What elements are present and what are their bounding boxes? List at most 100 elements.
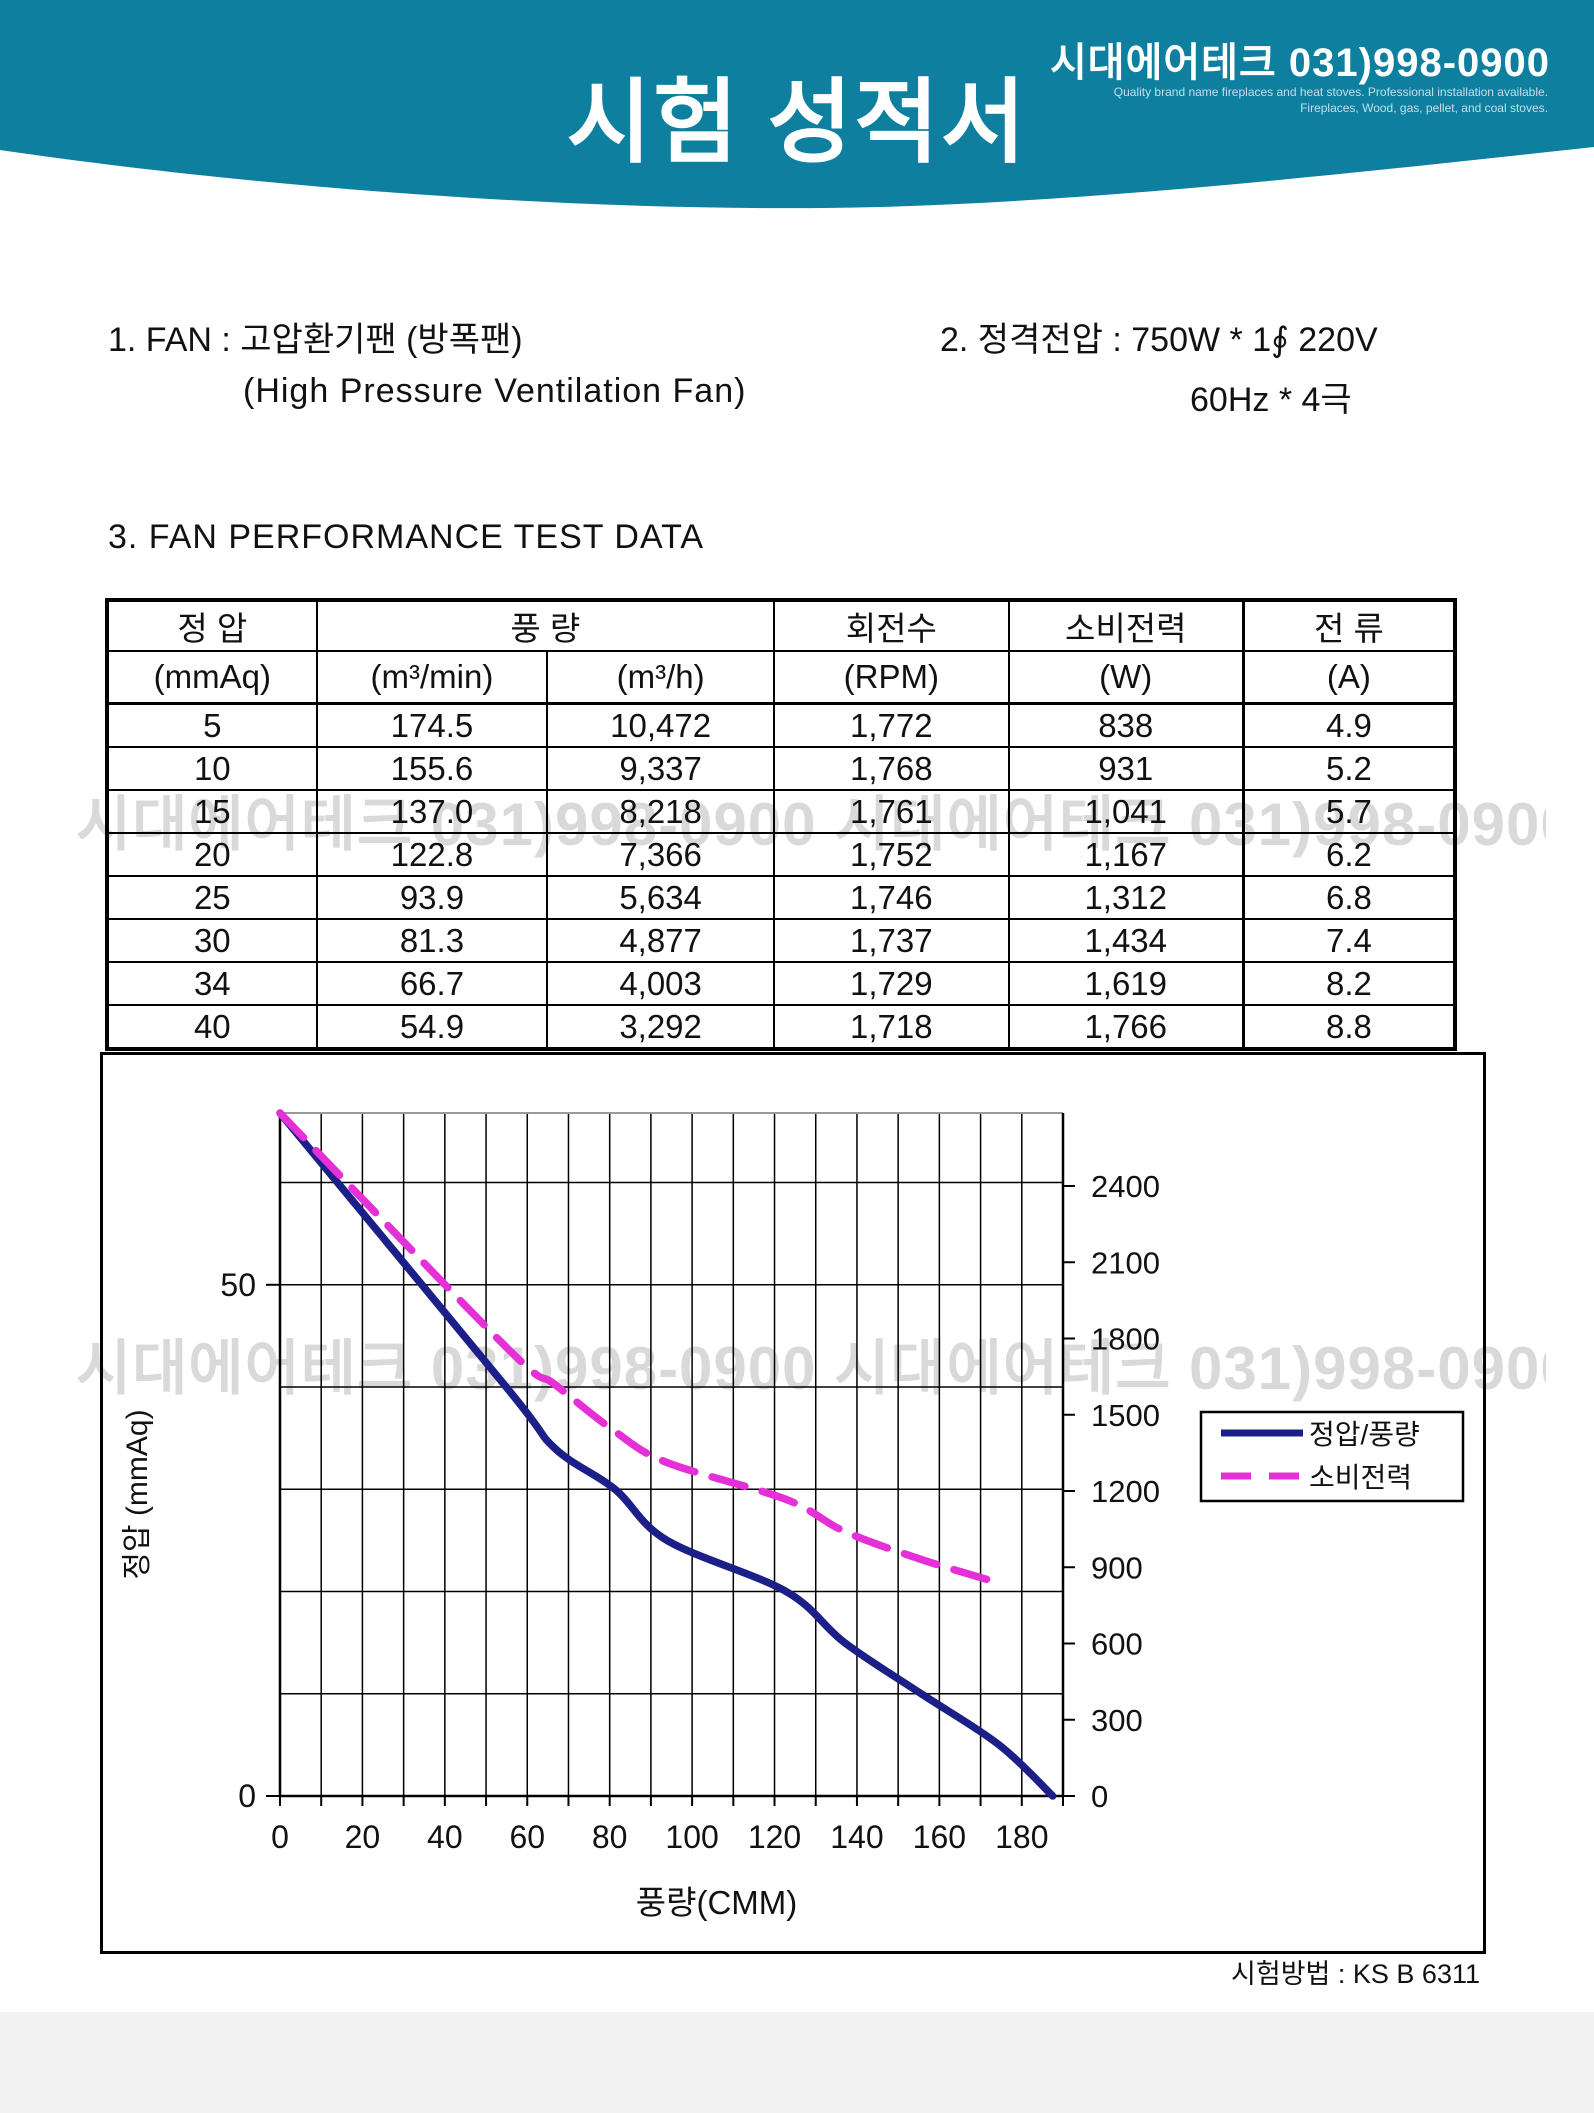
table-row: 30 81.3 4,877 1,737 1,434 7.4: [106, 918, 1456, 963]
table-header-row-1: 정 압 풍 량 회전수 소비전력 전 류: [106, 599, 1456, 652]
table-cell: 5.7: [1241, 789, 1456, 834]
table-row: 20 122.8 7,366 1,752 1,167 6.2: [106, 832, 1456, 877]
table-cell: 1,619: [1007, 961, 1245, 1006]
table-cell: 174.5: [315, 702, 549, 748]
table-cell: 1,746: [772, 875, 1010, 920]
test-method-note: 시험방법 : KS B 6311: [1231, 1959, 1480, 1989]
col-header-power: 소비전력: [1007, 599, 1245, 652]
fan-spec-line1: 1. FAN : 고압환기팬 (방폭팬): [108, 321, 523, 359]
svg-text:600: 600: [1091, 1627, 1143, 1662]
table-cell: 34: [106, 961, 318, 1006]
table-cell: 1,729: [772, 961, 1010, 1006]
svg-text:300: 300: [1091, 1703, 1143, 1738]
y-left-axis-labels: 0 50 정압 (mmAq): [121, 1267, 280, 1814]
table-cell: 8.2: [1241, 961, 1456, 1006]
svg-text:60: 60: [509, 1819, 545, 1855]
table-cell: 1,434: [1007, 918, 1245, 963]
power-consumption-curve: [276, 1109, 1003, 1587]
table-body: 5 174.5 10,472 1,772 838 4.9 10 155.6 9,337 1,768…: [106, 702, 1456, 1050]
table-cell: 81.3: [315, 918, 549, 963]
unit-flow-min: (m³/min): [315, 650, 549, 705]
svg-text:900: 900: [1091, 1550, 1143, 1585]
table-cell: 1,167: [1007, 832, 1245, 877]
company-taglines: Quality brand name fireplaces and heat s…: [1114, 84, 1548, 116]
table-cell: 20: [106, 832, 318, 877]
table-row: 15 137.0 8,218 1,761 1,041 5.7: [106, 789, 1456, 834]
svg-text:1200: 1200: [1091, 1474, 1160, 1509]
svg-text:2400: 2400: [1091, 1169, 1160, 1204]
table-cell: 7.4: [1241, 918, 1456, 963]
table-cell: 4,003: [546, 961, 775, 1006]
fan-curve-chart-frame: 0 20 40 60 80 100 120 140 160 180 풍량(CMM) 0 50 정압 (mm…: [100, 1052, 1486, 1954]
table-cell: 40: [106, 1004, 318, 1050]
x-axis-labels: 0 20 40 60 80 100 120 140 160 180 풍량(CMM): [271, 1796, 1064, 1921]
table-cell: 1,718: [772, 1004, 1010, 1050]
table-row: 25 93.9 5,634 1,746 1,312 6.8: [106, 875, 1456, 920]
fan-performance-table: 정 압 풍 량 회전수 소비전력 전 류 (mmAq) (m³/min) (m³…: [105, 598, 1457, 1051]
svg-text:0: 0: [1091, 1779, 1108, 1814]
table-cell: 10: [106, 746, 318, 791]
table-cell: 838: [1007, 702, 1245, 748]
fan-curve-chart: 0 20 40 60 80 100 120 140 160 180 풍량(CMM) 0 50 정압 (mm…: [121, 1109, 1465, 1921]
table-row: 40 54.9 3,292 1,718 1,766 8.8: [106, 1004, 1456, 1050]
table-cell: 5: [106, 702, 318, 748]
table-row: 10 155.6 9,337 1,768 931 5.2: [106, 746, 1456, 791]
table-cell: 5,634: [546, 875, 775, 920]
col-header-rpm: 회전수: [772, 599, 1010, 652]
header-banner: [0, 0, 1594, 209]
fan-spec-line2: (High Pressure Ventilation Fan): [243, 372, 747, 410]
table-cell: 6.2: [1241, 832, 1456, 877]
svg-text:180: 180: [995, 1819, 1048, 1855]
y-right-axis-labels: 0 300 600 900 1200 1500 1800 2100 2400: [1063, 1169, 1160, 1814]
table-cell: 1,737: [772, 918, 1010, 963]
svg-text:1500: 1500: [1091, 1398, 1160, 1433]
svg-text:40: 40: [427, 1819, 463, 1855]
table-cell: 15: [106, 789, 318, 834]
table-cell: 1,766: [1007, 1004, 1245, 1050]
power-spec-line2: 60Hz * 4극: [1190, 381, 1352, 419]
svg-text:80: 80: [592, 1819, 628, 1855]
table-cell: 1,761: [772, 789, 1010, 834]
table-cell: 93.9: [315, 875, 549, 920]
svg-text:2100: 2100: [1091, 1245, 1160, 1280]
unit-current: (A): [1241, 650, 1456, 705]
svg-text:소비전력: 소비전력: [1309, 1462, 1412, 1493]
table-cell: 1,772: [772, 702, 1010, 748]
svg-text:0: 0: [271, 1819, 289, 1855]
table-cell: 5.2: [1241, 746, 1456, 791]
svg-text:50: 50: [220, 1267, 256, 1303]
svg-text:정압 (mmAq): 정압 (mmAq): [121, 1409, 154, 1579]
svg-text:160: 160: [913, 1819, 966, 1855]
table-row: 34 66.7 4,003 1,729 1,619 8.2: [106, 961, 1456, 1006]
unit-flow-h: (m³/h): [546, 650, 775, 705]
table-cell: 4,877: [546, 918, 775, 963]
table-cell: 8,218: [546, 789, 775, 834]
table-cell: 1,312: [1007, 875, 1245, 920]
svg-text:120: 120: [748, 1819, 801, 1855]
col-header-current: 전 류: [1241, 599, 1456, 652]
chart-grid: [278, 1112, 1065, 1798]
table-cell: 66.7: [315, 961, 549, 1006]
table-cell: 9,337: [546, 746, 775, 791]
company-name: 시대에어테크 031)998-0900: [1049, 41, 1550, 85]
svg-text:정압/풍량: 정압/풍량: [1309, 1419, 1420, 1450]
table-cell: 54.9: [315, 1004, 549, 1050]
table-cell: 155.6: [315, 746, 549, 791]
svg-text:140: 140: [830, 1819, 883, 1855]
table-cell: 10,472: [546, 702, 775, 748]
banner-swoosh-shape: [0, 0, 1594, 209]
table-header-row-2: (mmAq) (m³/min) (m³/h) (RPM) (W) (A): [106, 650, 1456, 705]
table-cell: 3,292: [546, 1004, 775, 1050]
table-cell: 7,366: [546, 832, 775, 877]
svg-text:0: 0: [238, 1778, 256, 1814]
table-cell: 6.8: [1241, 875, 1456, 920]
table-cell: 1,768: [772, 746, 1010, 791]
col-header-pressure: 정 압: [106, 599, 318, 652]
table-cell: 137.0: [315, 789, 549, 834]
test-data-heading: 3. FAN PERFORMANCE TEST DATA: [108, 518, 705, 556]
unit-power: (W): [1007, 650, 1245, 705]
svg-text:100: 100: [665, 1819, 718, 1855]
bottom-gray-band: [0, 2012, 1594, 2113]
